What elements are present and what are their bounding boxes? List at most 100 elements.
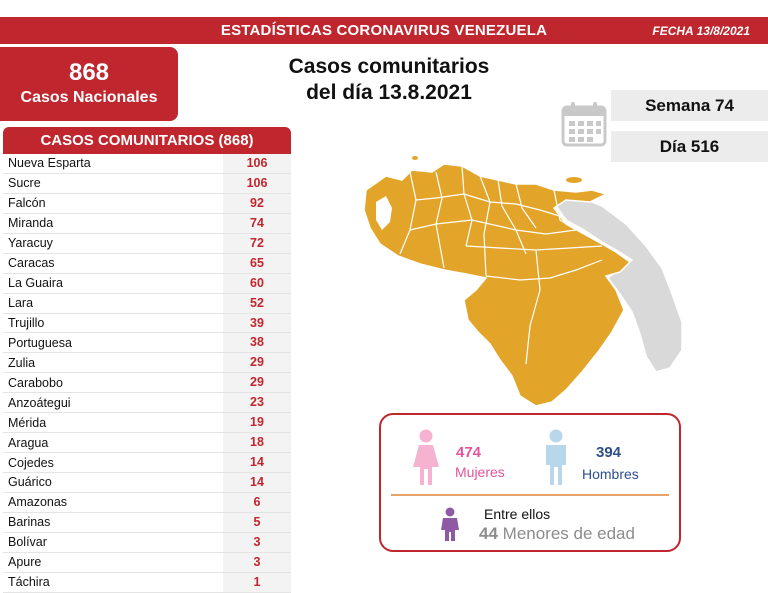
table-row: Cojedes 14 xyxy=(3,453,291,473)
calendar-icon xyxy=(561,102,607,147)
state-case-count: 92 xyxy=(223,193,291,213)
national-cases-count: 868 xyxy=(68,59,110,86)
page-headline: Casos comunitarios del día 13.8.2021 xyxy=(250,54,528,106)
state-case-count: 39 xyxy=(223,313,291,333)
men-count: 394 xyxy=(596,444,622,461)
minors-label: Menores de edad xyxy=(502,524,635,543)
state-name: Bolívar xyxy=(8,535,47,550)
state-name: Yaracuy xyxy=(8,236,53,251)
table-row: Bolívar 3 xyxy=(3,532,291,553)
state-case-count: 106 xyxy=(223,154,291,173)
cases-table: CASOS COMUNITARIOS (868) Nueva Esparta 10… xyxy=(3,127,291,593)
table-row: Portuguesa 38 xyxy=(3,333,291,354)
state-name: Apure xyxy=(8,555,42,570)
man-icon xyxy=(546,429,566,485)
state-case-count: 3 xyxy=(223,532,291,552)
table-row: Lara 52 xyxy=(3,293,291,314)
header-date: FECHA 13/8/2021 xyxy=(652,24,750,38)
table-row: Yaracuy 72 xyxy=(3,233,291,254)
women-count: 474 xyxy=(456,444,482,461)
state-name: Amazonas xyxy=(8,495,68,510)
national-cases-label: Casos Nacionales xyxy=(20,89,158,106)
table-row: Apure 3 xyxy=(3,552,291,573)
state-case-count: 72 xyxy=(223,233,291,253)
state-case-count: 74 xyxy=(223,213,291,233)
state-case-count: 14 xyxy=(223,453,291,472)
state-name: Sucre xyxy=(8,176,41,191)
header-title: ESTADÍSTICAS CORONAVIRUS VENEZUELA xyxy=(220,22,548,39)
state-case-count: 52 xyxy=(223,293,291,313)
state-case-count: 18 xyxy=(223,433,291,453)
state-name: Táchira xyxy=(8,575,50,590)
state-name: Cojedes xyxy=(8,455,54,470)
state-name: Aragua xyxy=(8,435,49,450)
table-row: Falcón 92 xyxy=(3,193,291,214)
state-case-count: 106 xyxy=(223,173,291,193)
state-case-count: 6 xyxy=(223,492,291,512)
state-name: Guárico xyxy=(8,475,52,490)
headline-line-1: Casos comunitarios xyxy=(288,55,490,78)
state-case-count: 38 xyxy=(223,333,291,353)
table-row: Aragua 18 xyxy=(3,433,291,454)
state-name: Carabobo xyxy=(8,375,63,390)
state-case-count: 60 xyxy=(223,273,291,293)
table-row: Táchira 1 xyxy=(3,572,291,593)
divider xyxy=(391,494,669,496)
state-name: Trujillo xyxy=(8,315,45,330)
national-cases-box: 868 Casos Nacionales xyxy=(0,47,178,121)
state-case-count: 65 xyxy=(223,253,291,273)
state-name: La Guaira xyxy=(8,276,63,291)
state-case-count: 23 xyxy=(223,393,291,413)
state-case-count: 14 xyxy=(223,473,291,492)
state-name: Miranda xyxy=(8,216,54,231)
table-row: Carabobo 29 xyxy=(3,373,291,394)
venezuela-map xyxy=(363,156,683,407)
table-row: Sucre 106 xyxy=(3,173,291,194)
table-row: Mérida 19 xyxy=(3,413,291,434)
table-row: Amazonas 6 xyxy=(3,492,291,513)
men-label: Hombres xyxy=(582,466,639,482)
state-name: Barinas xyxy=(8,515,51,530)
state-case-count: 29 xyxy=(223,353,291,373)
cases-table-header: CASOS COMUNITARIOS (868) xyxy=(3,127,291,154)
minors-count: 44 xyxy=(479,524,498,543)
table-row: Nueva Esparta 106 xyxy=(3,154,291,174)
table-row: Trujillo 39 xyxy=(3,313,291,334)
map-island xyxy=(566,177,582,183)
state-case-count: 3 xyxy=(223,552,291,572)
map-state-borders xyxy=(399,165,603,365)
map-region-inactive xyxy=(550,195,683,373)
minors-text: 44 Menores de edad xyxy=(479,524,635,544)
cases-table-body: Nueva Esparta 106 Sucre 106 Falcón 92 Miranda 7… xyxy=(3,154,291,593)
state-case-count: 19 xyxy=(223,413,291,433)
table-row: Zulia 29 xyxy=(3,353,291,374)
map-lake xyxy=(376,196,392,230)
headline-line-2: del día 13.8.2021 xyxy=(306,81,472,104)
state-case-count: 5 xyxy=(223,512,291,532)
state-name: Lara xyxy=(8,296,34,311)
day-box: Día 516 xyxy=(611,131,768,162)
state-name: Portuguesa xyxy=(8,335,72,350)
table-row: Guárico 14 xyxy=(3,473,291,493)
state-name: Falcón xyxy=(8,196,46,211)
state-case-count: 29 xyxy=(223,373,291,393)
state-name: Mérida xyxy=(8,415,47,430)
child-icon xyxy=(441,507,459,541)
table-row: La Guaira 60 xyxy=(3,273,291,294)
state-name: Zulia xyxy=(8,355,36,370)
table-row: Barinas 5 xyxy=(3,512,291,533)
table-row: Caracas 65 xyxy=(3,253,291,274)
table-row: Miranda 74 xyxy=(3,213,291,234)
table-row: Anzoátegui 23 xyxy=(3,393,291,414)
state-name: Nueva Esparta xyxy=(8,156,91,171)
header-bar: ESTADÍSTICAS CORONAVIRUS VENEZUELA FECHA… xyxy=(0,17,768,44)
women-label: Mujeres xyxy=(455,464,505,480)
state-name: Caracas xyxy=(8,256,55,271)
map-island xyxy=(412,156,418,160)
state-case-count: 1 xyxy=(223,572,291,592)
gender-breakdown-box: 474 Mujeres 394 Hombres Entre ellos 44 M… xyxy=(379,413,681,552)
map-region-active xyxy=(363,163,632,407)
state-name: Anzoátegui xyxy=(8,395,71,410)
woman-icon xyxy=(413,429,439,485)
among-them-label: Entre ellos xyxy=(484,506,551,522)
